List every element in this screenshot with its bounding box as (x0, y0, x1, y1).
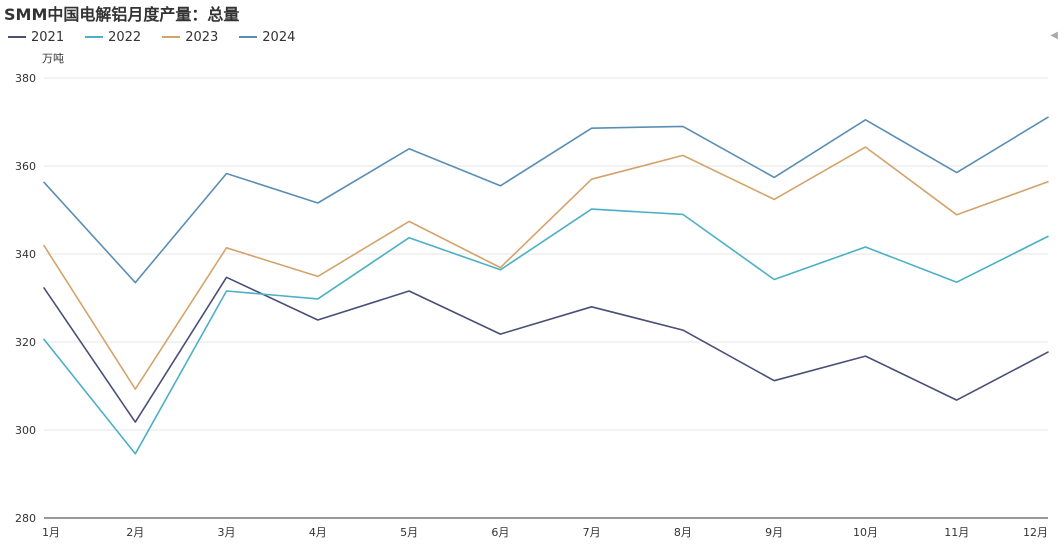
y-axis: 280 300 320 340 360 380 万吨 (15, 52, 64, 525)
x-tick-label: 6月 (491, 526, 509, 539)
legend-label: 2022 (108, 29, 142, 45)
x-tick-label: 7月 (583, 526, 601, 539)
x-tick-label: 2月 (126, 526, 144, 539)
legend-item-2024[interactable]: 2024 (239, 30, 295, 45)
legend-item-2022[interactable]: 2022 (85, 30, 141, 45)
chart-legend: 2021 2022 2023 2024 (8, 28, 316, 46)
x-tick-label: 12月 (1023, 526, 1048, 539)
legend-swatch (239, 36, 258, 38)
x-axis: 1月 2月 3月 4月 5月 6月 7月 8月 9月 10月 11月 12月 (42, 517, 1048, 539)
legend-swatch (8, 36, 26, 38)
x-tick-label: 8月 (674, 526, 692, 539)
y-tick-label: 360 (15, 160, 36, 173)
x-tick-label: 5月 (400, 526, 418, 539)
series-line-2021[interactable] (43, 276, 1049, 423)
x-tick-label: 4月 (309, 526, 327, 539)
series-line-2024[interactable] (43, 116, 1049, 284)
x-tick-label: 1月 (42, 526, 60, 539)
x-tick-label: 11月 (944, 526, 969, 539)
legend-item-2021[interactable]: 2021 (8, 30, 64, 45)
y-axis-unit-label: 万吨 (42, 52, 64, 65)
legend-label: 2024 (262, 29, 296, 45)
x-tick-label: 10月 (853, 526, 878, 539)
chart-title: SMM中国电解铝月度产量：总量 (4, 5, 240, 24)
y-tick-label: 340 (15, 248, 36, 261)
legend-swatch (162, 36, 181, 38)
y-tick-label: 280 (15, 512, 36, 525)
legend-label: 2023 (185, 29, 219, 45)
legend-swatch (85, 36, 104, 38)
y-tick-label: 320 (15, 336, 36, 349)
legend-label: 2021 (31, 29, 65, 45)
series-line-2023[interactable] (43, 146, 1049, 390)
y-tick-label: 380 (15, 72, 36, 85)
x-tick-label: 9月 (765, 526, 783, 539)
series-lines (43, 116, 1049, 455)
triangle-left-icon[interactable]: ◀ (1050, 30, 1058, 41)
x-tick-label: 3月 (218, 526, 236, 539)
legend-item-2023[interactable]: 2023 (162, 30, 218, 45)
y-tick-label: 300 (15, 424, 36, 437)
series-line-2022[interactable] (43, 208, 1049, 455)
gridlines (44, 77, 1048, 431)
